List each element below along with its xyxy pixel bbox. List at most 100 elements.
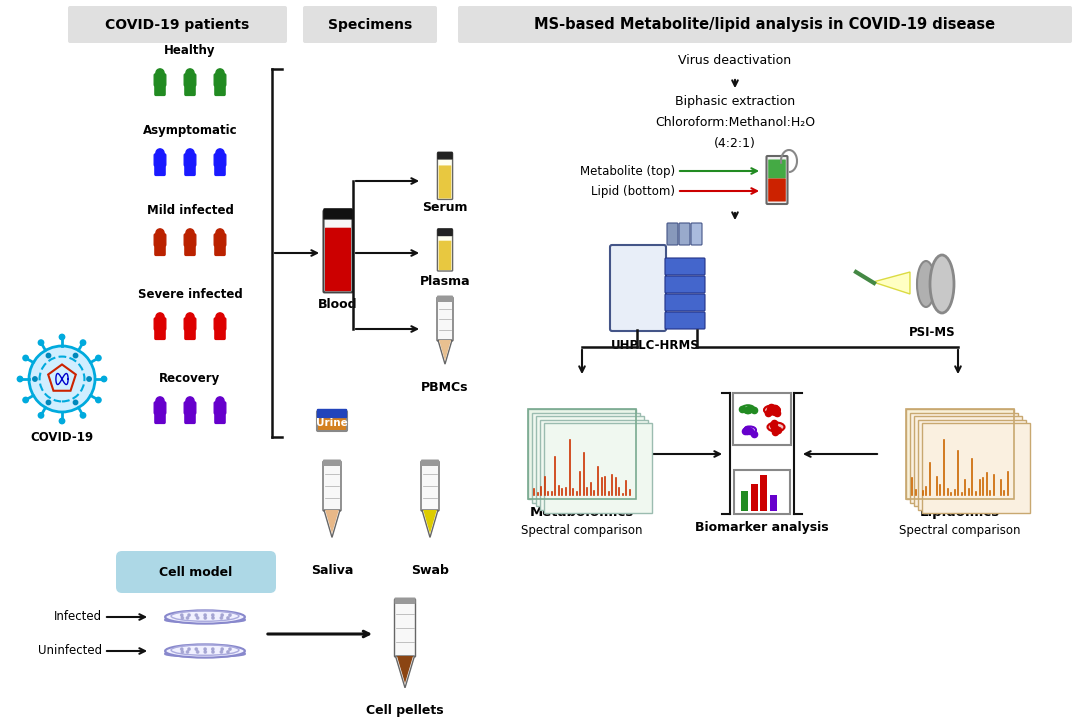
- FancyBboxPatch shape: [215, 163, 220, 175]
- Ellipse shape: [768, 423, 784, 431]
- Text: Lipidomics: Lipidomics: [920, 506, 1000, 519]
- FancyBboxPatch shape: [679, 223, 690, 245]
- Ellipse shape: [165, 610, 245, 623]
- Text: PSI-MS: PSI-MS: [908, 326, 956, 339]
- Point: [769, 407, 786, 418]
- Circle shape: [73, 353, 78, 358]
- FancyBboxPatch shape: [154, 234, 166, 246]
- Circle shape: [204, 617, 206, 619]
- Circle shape: [186, 69, 194, 77]
- Circle shape: [102, 376, 107, 382]
- FancyBboxPatch shape: [437, 296, 453, 301]
- Text: Urine: Urine: [316, 418, 348, 428]
- Text: Serum: Serum: [422, 201, 468, 214]
- FancyBboxPatch shape: [437, 153, 453, 199]
- Circle shape: [204, 614, 206, 616]
- Point: [769, 424, 786, 436]
- FancyBboxPatch shape: [768, 178, 786, 201]
- FancyBboxPatch shape: [437, 229, 453, 271]
- Circle shape: [156, 313, 164, 321]
- FancyBboxPatch shape: [185, 243, 190, 255]
- Circle shape: [181, 651, 184, 653]
- FancyBboxPatch shape: [318, 411, 347, 431]
- Circle shape: [195, 614, 198, 616]
- Circle shape: [156, 149, 164, 157]
- FancyBboxPatch shape: [910, 413, 1018, 503]
- FancyBboxPatch shape: [214, 234, 226, 246]
- Point: [761, 404, 779, 416]
- Circle shape: [216, 397, 224, 405]
- Circle shape: [212, 651, 214, 653]
- FancyBboxPatch shape: [421, 461, 438, 511]
- FancyBboxPatch shape: [318, 410, 347, 418]
- FancyBboxPatch shape: [215, 83, 220, 96]
- Text: Blood: Blood: [319, 298, 357, 311]
- FancyBboxPatch shape: [918, 419, 1026, 510]
- FancyBboxPatch shape: [767, 156, 787, 204]
- FancyBboxPatch shape: [185, 234, 195, 246]
- Point: [767, 423, 784, 434]
- Point: [766, 407, 783, 418]
- Circle shape: [216, 149, 224, 157]
- FancyBboxPatch shape: [532, 413, 640, 503]
- Text: COVID-19 patients: COVID-19 patients: [106, 17, 249, 32]
- Text: Virus deactivation: Virus deactivation: [678, 55, 792, 68]
- FancyBboxPatch shape: [691, 223, 702, 245]
- Circle shape: [216, 313, 224, 321]
- Ellipse shape: [742, 406, 755, 413]
- Polygon shape: [395, 656, 415, 688]
- Circle shape: [17, 376, 23, 382]
- Text: Cell model: Cell model: [160, 566, 232, 579]
- Point: [764, 405, 781, 416]
- FancyBboxPatch shape: [741, 491, 748, 511]
- Text: (4:2:1): (4:2:1): [714, 137, 756, 150]
- Circle shape: [216, 229, 224, 237]
- Circle shape: [23, 355, 28, 361]
- FancyBboxPatch shape: [190, 83, 195, 96]
- FancyBboxPatch shape: [437, 152, 453, 159]
- FancyBboxPatch shape: [154, 154, 166, 166]
- Circle shape: [188, 614, 190, 616]
- FancyBboxPatch shape: [536, 416, 644, 506]
- FancyBboxPatch shape: [160, 411, 165, 423]
- Polygon shape: [440, 340, 451, 361]
- FancyBboxPatch shape: [219, 327, 225, 339]
- Polygon shape: [438, 340, 453, 364]
- FancyBboxPatch shape: [154, 402, 166, 414]
- FancyBboxPatch shape: [215, 243, 220, 255]
- Circle shape: [29, 346, 95, 412]
- Circle shape: [186, 397, 194, 405]
- FancyBboxPatch shape: [154, 163, 161, 175]
- Ellipse shape: [764, 406, 780, 414]
- FancyBboxPatch shape: [215, 411, 220, 423]
- Circle shape: [227, 651, 229, 653]
- Circle shape: [204, 648, 206, 650]
- Circle shape: [221, 648, 224, 650]
- FancyBboxPatch shape: [667, 223, 678, 245]
- FancyBboxPatch shape: [160, 327, 165, 339]
- Text: COVID-19: COVID-19: [30, 431, 94, 444]
- FancyBboxPatch shape: [760, 475, 767, 511]
- Text: Cell pellets: Cell pellets: [366, 704, 444, 717]
- FancyBboxPatch shape: [185, 154, 195, 166]
- Point: [745, 428, 762, 439]
- FancyBboxPatch shape: [458, 6, 1072, 43]
- FancyBboxPatch shape: [190, 411, 195, 423]
- FancyBboxPatch shape: [733, 393, 791, 445]
- Point: [733, 403, 751, 415]
- Circle shape: [204, 651, 206, 653]
- FancyBboxPatch shape: [214, 154, 226, 166]
- Ellipse shape: [165, 617, 245, 623]
- Circle shape: [86, 377, 91, 381]
- FancyBboxPatch shape: [324, 460, 340, 465]
- FancyBboxPatch shape: [215, 327, 220, 339]
- FancyBboxPatch shape: [438, 165, 451, 198]
- Polygon shape: [325, 510, 339, 533]
- Text: Healthy: Healthy: [164, 44, 216, 57]
- Point: [741, 403, 758, 415]
- Circle shape: [96, 398, 102, 403]
- FancyBboxPatch shape: [190, 163, 195, 175]
- FancyBboxPatch shape: [303, 6, 437, 43]
- FancyBboxPatch shape: [323, 461, 341, 511]
- FancyBboxPatch shape: [395, 598, 415, 603]
